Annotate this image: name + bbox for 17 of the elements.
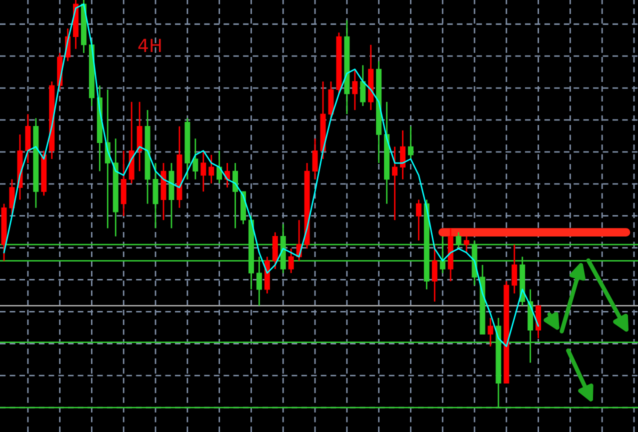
candlestick [432,244,438,302]
candlestick [512,244,518,294]
candlestick [352,68,358,111]
candlestick [312,138,318,180]
candlestick [400,130,406,180]
annotation: 4H [138,38,161,52]
candlestick [464,236,470,254]
candlestick [200,150,206,192]
candlestick [288,248,294,274]
candlestick [408,126,414,160]
candlestick [416,199,422,242]
candlestick [192,138,198,180]
candlestick [208,154,214,184]
candlestick [360,64,366,107]
candlestick [232,162,238,229]
candlestick [488,317,494,348]
candlestick [392,146,398,221]
